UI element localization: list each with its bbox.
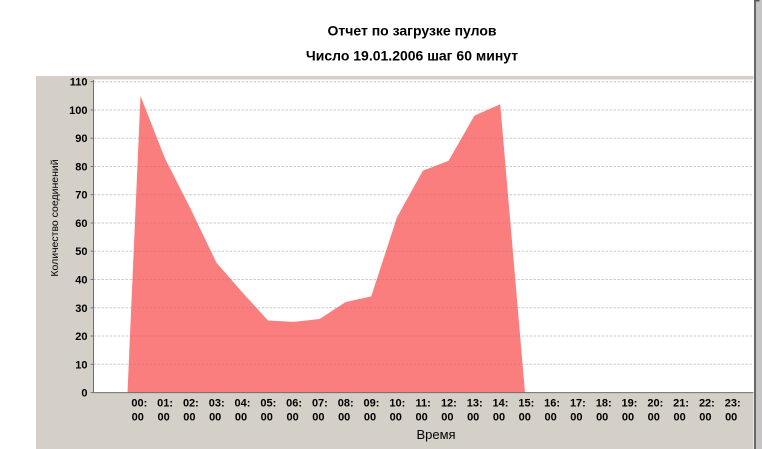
svg-text:110: 110 bbox=[70, 77, 88, 89]
svg-text:00: 00 bbox=[390, 412, 402, 424]
svg-text:30: 30 bbox=[75, 303, 87, 315]
svg-text:00: 00 bbox=[725, 412, 737, 424]
svg-text:07:: 07: bbox=[312, 398, 328, 410]
svg-text:21:: 21: bbox=[673, 398, 689, 410]
svg-text:00: 00 bbox=[209, 412, 221, 424]
svg-text:00: 00 bbox=[699, 412, 711, 424]
svg-text:06:: 06: bbox=[286, 398, 302, 410]
svg-text:00:: 00: bbox=[131, 398, 147, 410]
svg-text:00: 00 bbox=[312, 412, 324, 424]
svg-text:18:: 18: bbox=[596, 398, 612, 410]
svg-text:00: 00 bbox=[570, 412, 582, 424]
svg-text:23:: 23: bbox=[725, 398, 741, 410]
svg-text:00: 00 bbox=[183, 412, 195, 424]
svg-text:00: 00 bbox=[673, 412, 685, 424]
svg-text:20:: 20: bbox=[647, 398, 663, 410]
svg-text:01:: 01: bbox=[157, 398, 173, 410]
svg-text:50: 50 bbox=[75, 246, 87, 258]
svg-text:Число 19.01.2006 шаг 60 минут: Число 19.01.2006 шаг 60 минут bbox=[306, 48, 518, 64]
svg-text:00: 00 bbox=[157, 412, 169, 424]
svg-text:Время: Время bbox=[416, 427, 455, 442]
svg-text:13:: 13: bbox=[467, 398, 483, 410]
svg-text:Отчет по загрузке пулов: Отчет по загрузке пулов bbox=[327, 23, 496, 39]
svg-text:40: 40 bbox=[75, 275, 87, 287]
svg-text:00: 00 bbox=[648, 412, 660, 424]
svg-text:00: 00 bbox=[441, 412, 453, 424]
svg-text:00: 00 bbox=[261, 412, 273, 424]
svg-text:00: 00 bbox=[286, 412, 298, 424]
svg-text:10: 10 bbox=[75, 359, 87, 371]
svg-text:00: 00 bbox=[415, 412, 427, 424]
svg-text:02:: 02: bbox=[183, 398, 199, 410]
svg-text:00: 00 bbox=[544, 412, 556, 424]
svg-text:00: 00 bbox=[519, 412, 531, 424]
svg-text:00: 00 bbox=[596, 412, 608, 424]
svg-text:12:: 12: bbox=[441, 398, 457, 410]
svg-text:20: 20 bbox=[75, 331, 87, 343]
svg-text:00: 00 bbox=[132, 412, 144, 424]
svg-text:22:: 22: bbox=[699, 398, 715, 410]
svg-text:60: 60 bbox=[75, 218, 87, 230]
svg-text:16:: 16: bbox=[544, 398, 560, 410]
svg-text:00: 00 bbox=[364, 412, 376, 424]
svg-text:14:: 14: bbox=[493, 398, 509, 410]
svg-text:08:: 08: bbox=[338, 398, 354, 410]
svg-text:09:: 09: bbox=[364, 398, 380, 410]
svg-text:00: 00 bbox=[467, 412, 479, 424]
svg-text:70: 70 bbox=[75, 190, 87, 202]
svg-text:00: 00 bbox=[493, 412, 505, 424]
svg-text:90: 90 bbox=[75, 133, 87, 145]
svg-text:Количество соединений: Количество соединений bbox=[49, 159, 61, 276]
svg-text:04:: 04: bbox=[235, 398, 251, 410]
svg-text:11:: 11: bbox=[415, 398, 430, 410]
svg-text:15:: 15: bbox=[518, 398, 534, 410]
svg-text:17:: 17: bbox=[570, 398, 586, 410]
svg-text:10:: 10: bbox=[389, 398, 405, 410]
svg-text:00: 00 bbox=[622, 412, 634, 424]
svg-text:00: 00 bbox=[338, 412, 350, 424]
svg-text:100: 100 bbox=[69, 105, 87, 117]
svg-text:00: 00 bbox=[235, 412, 247, 424]
svg-text:0: 0 bbox=[81, 388, 87, 400]
svg-text:80: 80 bbox=[75, 162, 87, 174]
svg-text:05:: 05: bbox=[260, 398, 276, 410]
svg-text:03:: 03: bbox=[209, 398, 225, 410]
svg-text:19:: 19: bbox=[622, 398, 638, 410]
